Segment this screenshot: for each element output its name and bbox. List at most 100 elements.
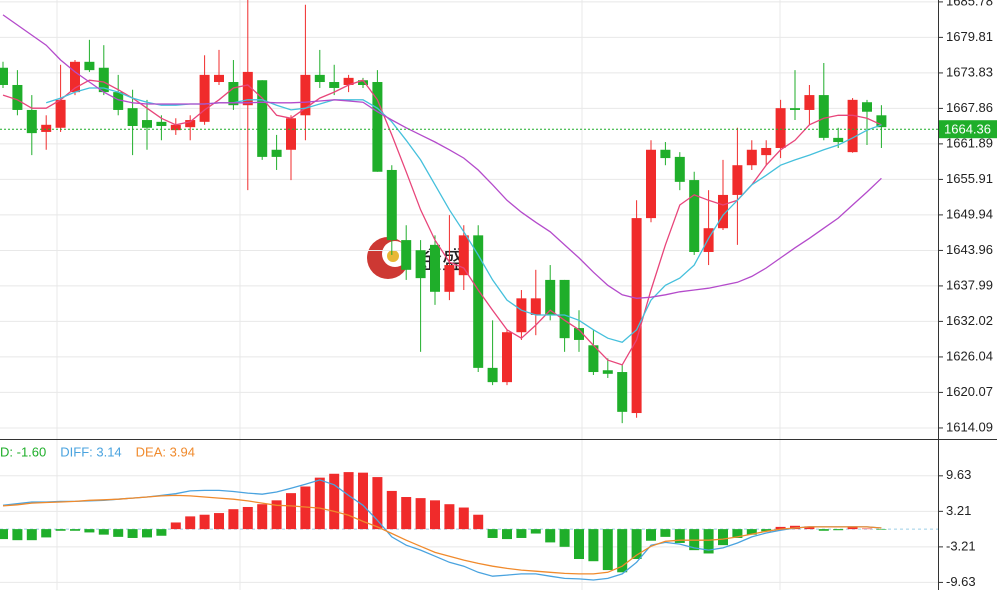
candle-body: [358, 80, 368, 85]
macd-bar: [617, 529, 628, 573]
macd-bar: [847, 526, 858, 530]
macd-bar: [718, 529, 728, 546]
macd-bar: [458, 507, 469, 530]
macd-bar: [703, 529, 714, 554]
y-tick-label: 3.21: [946, 503, 971, 518]
macd-bar: [574, 529, 584, 560]
candle-body: [329, 82, 340, 88]
macd-bar: [286, 493, 296, 530]
legend-item: DEA: 3.94: [136, 444, 195, 459]
macd-bar: [473, 514, 484, 530]
candle-body: [41, 124, 52, 132]
macd-bar: [170, 522, 181, 530]
macd-bar: [156, 529, 167, 536]
candle-body: [847, 99, 858, 153]
candle-body: [862, 102, 872, 112]
candle-body: [761, 147, 772, 156]
candle-body: [142, 120, 152, 128]
candle-body: [458, 235, 469, 276]
candle-body: [502, 332, 512, 383]
candle-body: [833, 137, 844, 143]
y-tick-label: 1673.83: [946, 64, 993, 79]
logo-dot: [387, 250, 399, 262]
candle-body: [343, 77, 354, 85]
macd-bar: [329, 473, 340, 530]
macd-bar: [300, 486, 311, 530]
legend-item: D: -1.60: [0, 444, 46, 459]
candle-body: [170, 124, 181, 131]
y-tick-label: 1643.96: [946, 242, 993, 257]
candle-body: [228, 82, 239, 106]
macd-bar: [602, 529, 613, 571]
y-tick-label: 1637.99: [946, 277, 993, 292]
macd-bar: [41, 529, 52, 538]
y-tick-label: 1685.78: [946, 0, 993, 8]
candle-body: [775, 108, 786, 148]
candle-body: [574, 328, 584, 340]
y-tick-label: 1679.81: [946, 29, 993, 44]
macd-bar: [214, 513, 224, 530]
y-tick-label: 1620.07: [946, 384, 993, 399]
macd-bar: [588, 529, 599, 562]
macd-bar: [386, 490, 397, 530]
y-tick-label: -9.63: [946, 574, 976, 589]
macd-bar: [358, 472, 368, 530]
ma-line: [2, 79, 882, 366]
macd-bar: [545, 529, 556, 543]
macd-bar: [113, 529, 124, 537]
macd-bar: [0, 529, 8, 540]
macd-bar: [559, 529, 570, 547]
candle-body: [617, 372, 628, 412]
y-tick-label: 1626.04: [946, 348, 993, 363]
macd-bar: [185, 516, 196, 530]
macd-bar: [833, 529, 844, 531]
macd-bar: [228, 509, 239, 530]
candle-body: [314, 74, 325, 83]
ma-line: [2, 14, 882, 299]
candle-body: [689, 180, 700, 252]
candle-body: [487, 367, 498, 383]
macd-bar: [862, 528, 872, 530]
candle-body: [271, 149, 282, 157]
y-tick-label: -3.21: [946, 538, 976, 553]
candle-body: [55, 99, 66, 128]
candle-body: [790, 108, 800, 110]
candle-body: [26, 109, 37, 134]
candle-body: [300, 74, 311, 116]
macd-bar: [401, 497, 412, 530]
macd-bar: [127, 529, 138, 538]
y-tick-label: 1661.89: [946, 135, 993, 150]
macd-bar: [818, 529, 829, 531]
candle-body: [660, 149, 671, 159]
candle-body: [70, 61, 80, 93]
candle-body: [746, 149, 757, 166]
candle-body: [185, 120, 196, 128]
macd-bar: [444, 504, 455, 530]
macd-bar: [804, 526, 815, 530]
macd-bar: [12, 529, 23, 541]
candle-body: [127, 108, 138, 126]
macd-bar: [674, 529, 685, 543]
candle-body: [113, 92, 124, 110]
candle-body: [0, 67, 8, 85]
macd-bar: [487, 529, 498, 538]
candle-body: [372, 82, 383, 172]
y-tick-label: 1655.91: [946, 171, 993, 186]
candle-body: [286, 118, 296, 150]
candle-body: [415, 250, 426, 279]
candle-body: [98, 67, 109, 93]
candle-body: [602, 370, 613, 374]
macd-bar: [343, 472, 354, 530]
macd-bar: [660, 529, 671, 537]
candle-body: [401, 240, 412, 270]
candle-body: [732, 165, 743, 195]
macd-bar: [430, 500, 440, 530]
macd-bar: [257, 504, 268, 530]
macd-bar: [746, 529, 757, 535]
macd-bar: [242, 506, 253, 530]
candle-body: [876, 115, 887, 128]
candle-body: [242, 71, 253, 106]
macd-bar: [70, 529, 80, 531]
macd-bar: [372, 477, 383, 530]
